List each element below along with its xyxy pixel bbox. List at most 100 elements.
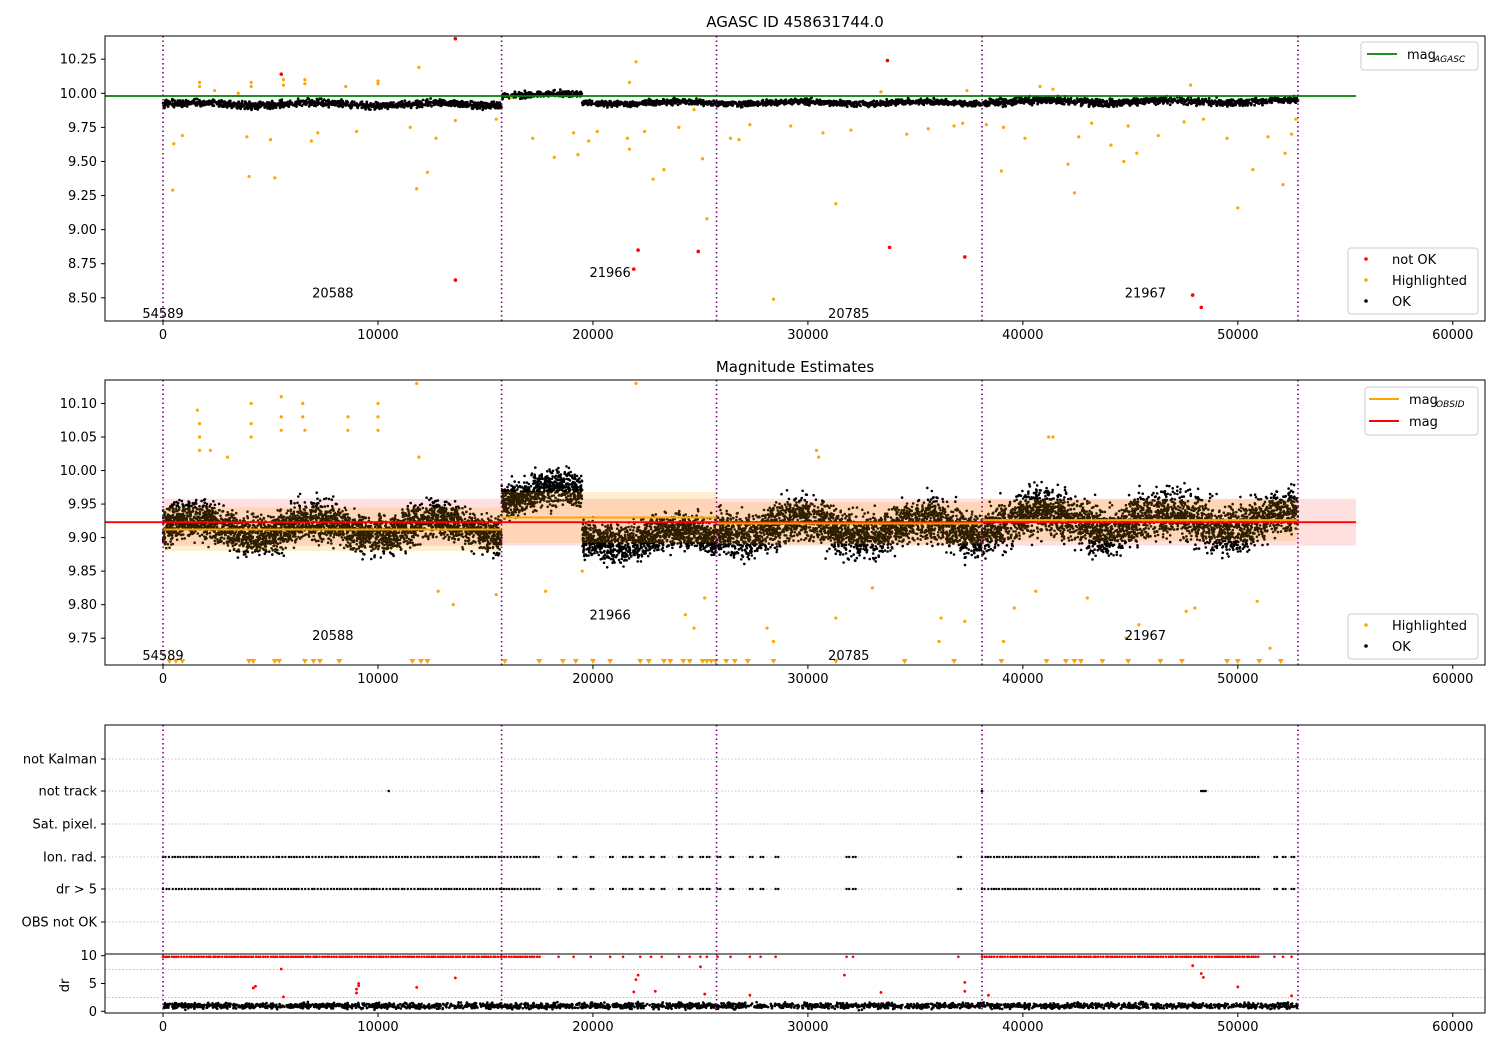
ok-point: [838, 98, 842, 102]
ok-point: [571, 90, 574, 93]
ok-point: [1186, 103, 1190, 107]
ok-point: [393, 104, 396, 107]
ok-point: [1293, 98, 1296, 102]
ok-point: [815, 98, 819, 102]
ok-point: [444, 100, 447, 104]
ok-point: [322, 537, 325, 541]
x-tick-label: 0: [159, 328, 167, 343]
ok-point: [995, 102, 998, 106]
ok-point: [1066, 99, 1069, 103]
ok-point: [248, 100, 251, 104]
not-ok-point: [453, 278, 458, 282]
ok-point: [334, 102, 337, 105]
ok-point: [246, 510, 249, 513]
ok-point: [408, 100, 411, 104]
ok-point: [545, 90, 548, 94]
ok-point: [264, 102, 267, 106]
highlighted-point: [1038, 84, 1042, 89]
ok-point: [984, 99, 988, 103]
ok-point: [415, 106, 419, 110]
ok-point: [1209, 99, 1213, 103]
legend-point-label: not OK: [1392, 253, 1437, 268]
ok-point: [1153, 101, 1157, 104]
ok-point: [213, 503, 217, 507]
ok-point: [616, 102, 620, 106]
ok-point: [1063, 98, 1067, 102]
ok-point: [223, 100, 227, 104]
ok-point: [1110, 97, 1114, 101]
ok-point: [710, 103, 714, 107]
ok-point: [1114, 101, 1117, 105]
ok-point: [583, 101, 587, 104]
ok-point: [1233, 102, 1236, 106]
ok-point: [799, 98, 803, 102]
ok-point: [263, 104, 267, 108]
ok-point: [723, 102, 727, 106]
ok-point: [1014, 101, 1017, 104]
ok-point: [779, 101, 783, 105]
highlighted-point: [213, 88, 217, 93]
ok-point: [586, 101, 590, 105]
highlighted-point: [197, 84, 202, 89]
y-tick-label: 9.50: [68, 155, 97, 170]
obsid-label: 21967: [1125, 286, 1166, 301]
ok-point: [185, 102, 189, 106]
highlighted-point: [1251, 168, 1255, 172]
ok-point: [231, 544, 235, 548]
ok-point: [240, 104, 244, 108]
ok-point: [337, 105, 341, 108]
ok-point: [761, 98, 765, 102]
ok-point: [1218, 103, 1222, 107]
ok-point: [715, 104, 719, 108]
ok-point: [804, 100, 808, 103]
highlighted-point: [595, 129, 599, 134]
not-ok-point: [887, 245, 892, 250]
ok-point: [365, 100, 369, 104]
ok-point: [368, 104, 372, 108]
ok-point: [688, 99, 692, 103]
highlighted-point: [634, 60, 638, 64]
ok-point: [985, 103, 988, 107]
ok-point: [480, 101, 484, 104]
ok-point: [826, 101, 829, 105]
ok-point: [997, 97, 1001, 101]
ok-point: [652, 101, 656, 105]
ok-point: [736, 102, 739, 106]
ok-point: [859, 104, 862, 108]
highlighted-point: [180, 133, 184, 138]
ok-point: [197, 101, 201, 105]
highlighted-point: [197, 80, 202, 84]
ok-point: [679, 102, 682, 105]
ok-point: [833, 101, 837, 105]
ok-point: [268, 107, 272, 110]
ok-point: [290, 101, 294, 105]
ok-point: [865, 104, 869, 107]
ok-point: [824, 100, 828, 103]
y-tick-label: 10.25: [60, 53, 97, 68]
highlighted-point: [748, 123, 752, 127]
ok-point: [200, 499, 203, 503]
ok-point: [1245, 101, 1249, 105]
obsid-label: 21966: [589, 266, 630, 281]
ok-point: [905, 101, 909, 104]
ok-point: [761, 101, 765, 105]
ok-point: [269, 103, 273, 107]
ok-point: [195, 97, 199, 101]
ok-point: [384, 104, 388, 108]
highlighted-point: [1182, 120, 1186, 124]
ok-point: [410, 509, 414, 513]
ok-point: [553, 88, 556, 92]
ok-point: [1096, 99, 1100, 103]
ok-point: [621, 102, 625, 105]
ok-point: [1109, 99, 1113, 103]
not-ok-point: [636, 248, 640, 252]
legend-point-swatch: [1364, 257, 1368, 261]
ok-point: [740, 102, 744, 106]
ok-point: [757, 102, 761, 106]
ok-point: [271, 107, 275, 110]
ok-point: [220, 99, 223, 102]
ok-point: [1128, 104, 1132, 107]
ok-point: [185, 105, 189, 108]
ok-point: [1069, 96, 1073, 100]
